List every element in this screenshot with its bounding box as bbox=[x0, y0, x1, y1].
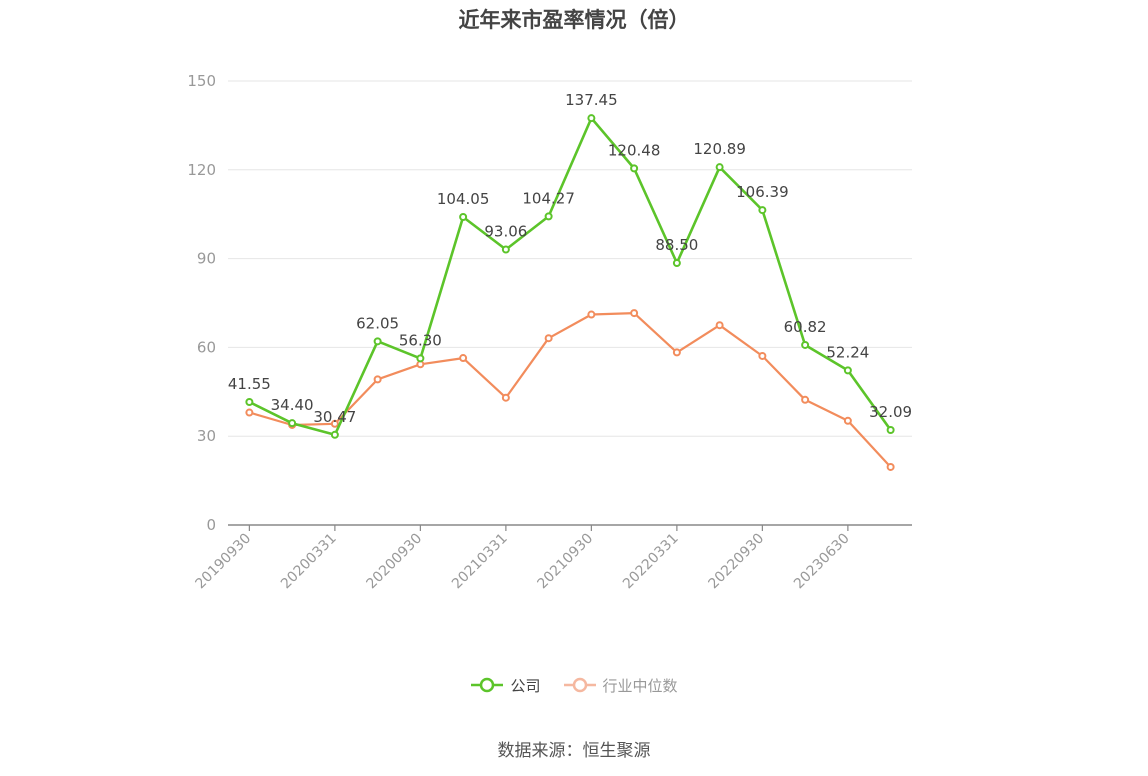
x-tick-label: 20200930 bbox=[363, 531, 425, 593]
data-point-industry[interactable] bbox=[245, 408, 254, 417]
data-point-company[interactable] bbox=[715, 163, 724, 172]
data-label: 93.06 bbox=[484, 223, 527, 241]
data-point-company[interactable] bbox=[544, 212, 553, 221]
x-tick-label: 20190930 bbox=[192, 531, 254, 593]
legend-label-company: 公司 bbox=[510, 676, 541, 695]
data-label: 32.09 bbox=[869, 403, 912, 421]
y-tick-label: 150 bbox=[187, 72, 216, 90]
data-label: 88.50 bbox=[655, 236, 698, 254]
series-line-industry bbox=[249, 312, 892, 468]
data-label: 120.48 bbox=[608, 141, 661, 159]
chart-title: 近年来市盈率情况（倍） bbox=[458, 8, 690, 32]
data-point-industry[interactable] bbox=[715, 321, 724, 330]
data-point-company[interactable] bbox=[459, 213, 468, 222]
data-point-company[interactable] bbox=[630, 164, 639, 173]
data-point-industry[interactable] bbox=[330, 419, 339, 428]
data-label: 106.39 bbox=[736, 183, 789, 201]
data-point-company[interactable] bbox=[758, 206, 767, 215]
legend-company-marker-icon bbox=[471, 677, 504, 693]
data-source-note: 数据来源：恒生聚源 bbox=[497, 741, 651, 761]
data-label: 137.45 bbox=[565, 91, 618, 109]
data-point-industry[interactable] bbox=[501, 393, 510, 402]
data-point-industry[interactable] bbox=[843, 416, 852, 425]
data-point-company[interactable] bbox=[416, 354, 425, 363]
data-point-industry[interactable] bbox=[801, 395, 810, 404]
data-point-company[interactable] bbox=[245, 398, 254, 407]
data-label: 30.47 bbox=[313, 408, 356, 426]
series-line-company bbox=[248, 116, 892, 437]
x-tick-label: 20210930 bbox=[534, 531, 596, 593]
y-tick-label: 30 bbox=[197, 427, 216, 445]
data-label: 120.89 bbox=[693, 140, 746, 158]
legend: 公司 行业中位数 bbox=[0, 672, 1148, 698]
data-point-company[interactable] bbox=[373, 337, 382, 346]
x-tick-label: 20220331 bbox=[620, 531, 682, 593]
data-label: 104.27 bbox=[522, 189, 575, 207]
data-label: 41.55 bbox=[228, 375, 271, 393]
data-point-industry[interactable] bbox=[630, 309, 639, 318]
y-tick-label: 60 bbox=[197, 338, 216, 356]
data-point-company[interactable] bbox=[330, 430, 339, 439]
y-tick-label: 0 bbox=[206, 516, 216, 534]
data-point-industry[interactable] bbox=[886, 462, 895, 471]
series-lines bbox=[245, 114, 895, 471]
data-label: 52.24 bbox=[826, 343, 869, 361]
data-point-industry[interactable] bbox=[758, 351, 767, 360]
legend-item-industry[interactable]: 行业中位数 bbox=[563, 675, 678, 696]
data-point-company[interactable] bbox=[501, 245, 510, 254]
data-point-industry[interactable] bbox=[459, 354, 468, 363]
data-point-company[interactable] bbox=[886, 426, 895, 435]
data-point-industry[interactable] bbox=[373, 375, 382, 384]
y-tick-label: 120 bbox=[187, 161, 216, 179]
x-tick-label: 20220930 bbox=[705, 531, 767, 593]
x-tick-label: 20210331 bbox=[449, 531, 511, 593]
x-tick-label: 20200331 bbox=[278, 531, 340, 593]
legend-industry-marker-icon bbox=[563, 677, 596, 693]
data-label: 60.82 bbox=[784, 318, 827, 336]
data-point-company[interactable] bbox=[288, 419, 297, 428]
legend-label-industry: 行业中位数 bbox=[602, 676, 678, 695]
data-point-industry[interactable] bbox=[587, 310, 596, 319]
data-point-industry[interactable] bbox=[544, 334, 553, 343]
grid-lines bbox=[228, 80, 912, 437]
data-point-company[interactable] bbox=[672, 259, 681, 268]
data-point-industry[interactable] bbox=[672, 348, 681, 357]
data-label: 34.40 bbox=[271, 396, 314, 414]
data-point-company[interactable] bbox=[801, 340, 810, 349]
x-tick-label: 20230630 bbox=[791, 531, 853, 593]
line-chart: 0 30 60 90 120 150 20190930 20200331 20200930 202… bbox=[187, 72, 912, 593]
data-label: 56.30 bbox=[399, 331, 442, 349]
y-tick-label: 90 bbox=[197, 250, 216, 268]
data-label: 62.05 bbox=[356, 314, 399, 332]
legend-item-company[interactable]: 公司 bbox=[470, 675, 541, 696]
data-label: 104.05 bbox=[437, 190, 490, 208]
data-point-company[interactable] bbox=[587, 114, 596, 123]
data-point-company[interactable] bbox=[843, 366, 852, 375]
